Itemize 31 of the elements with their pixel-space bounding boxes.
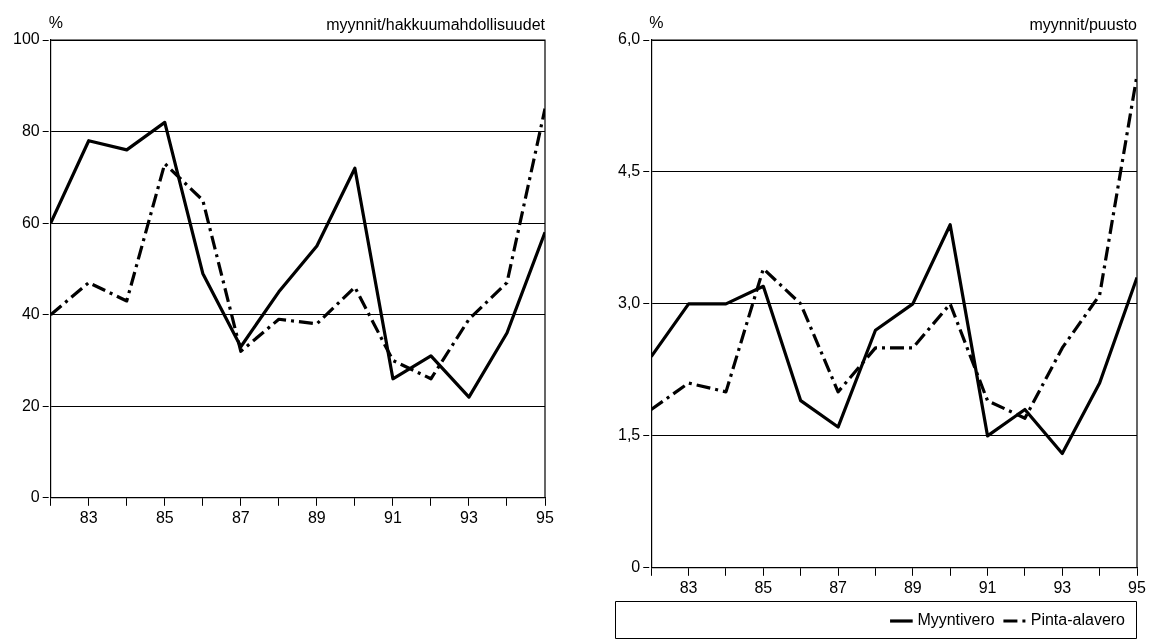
x-tick-label: 87 <box>231 508 250 526</box>
chart-title: myynnit/puusto <box>1029 16 1138 34</box>
x-tick-label: 91 <box>384 508 402 526</box>
y-axis-title: % <box>48 14 63 32</box>
y-tick-label: 60 <box>21 213 40 231</box>
legend-label: Pinta-alavero <box>1030 611 1126 629</box>
chart-title: myynnit/hakkuumahdollisuudet <box>326 16 546 34</box>
y-tick-label: 1,5 <box>617 426 641 444</box>
x-tick-label: 83 <box>79 508 98 526</box>
x-tick-label: 85 <box>155 508 174 526</box>
x-tick-label: 91 <box>978 578 997 596</box>
legend-label: Myyntivero <box>917 611 995 629</box>
x-tick-label: 93 <box>460 508 478 526</box>
y-tick-label: 0 <box>30 488 40 506</box>
y-tick-label: 6,0 <box>617 30 641 48</box>
x-tick-label: 87 <box>829 578 848 596</box>
x-tick-label: 93 <box>1053 578 1072 596</box>
x-tick-label: 95 <box>536 508 554 526</box>
x-tick-label: 95 <box>1128 578 1146 596</box>
x-tick-label: 83 <box>679 578 698 596</box>
y-tick-label: 40 <box>21 305 40 323</box>
y-tick-label: 0 <box>631 558 641 576</box>
y-axis-title: % <box>649 14 664 32</box>
y-tick-label: 80 <box>21 121 40 139</box>
y-tick-label: 4,5 <box>617 162 641 180</box>
y-tick-label: 100 <box>12 30 40 48</box>
y-tick-label: 3,0 <box>617 294 641 312</box>
y-tick-label: 20 <box>21 396 40 414</box>
x-tick-label: 85 <box>754 578 773 596</box>
x-tick-label: 89 <box>307 508 326 526</box>
x-tick-label: 89 <box>903 578 922 596</box>
